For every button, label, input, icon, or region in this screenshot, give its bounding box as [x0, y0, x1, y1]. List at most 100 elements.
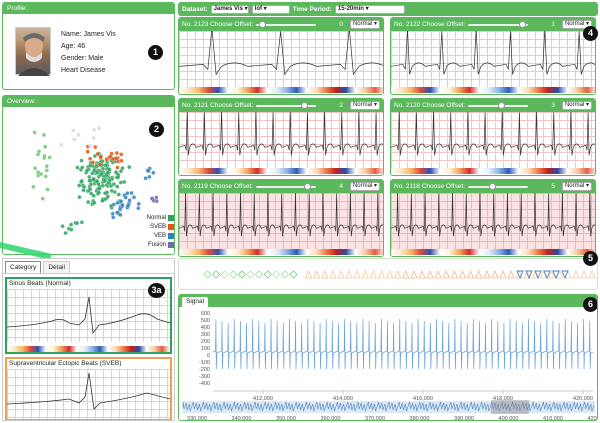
scatter-point[interactable] — [120, 202, 125, 208]
scatter-point[interactable] — [118, 199, 124, 204]
scatter-point[interactable] — [47, 155, 52, 160]
triangle-shape[interactable] — [434, 269, 442, 279]
scatter-point[interactable] — [151, 198, 156, 203]
scatter-point[interactable] — [68, 222, 74, 227]
scatter-point[interactable] — [115, 184, 120, 189]
beat-type-select[interactable]: Normal ▾ — [349, 101, 380, 110]
slider-knob[interactable] — [301, 101, 309, 109]
scatter-point[interactable] — [107, 178, 112, 183]
scatter-point[interactable] — [108, 154, 113, 159]
scatter-point[interactable] — [115, 210, 120, 215]
scatter-point[interactable] — [74, 220, 80, 226]
scatter-point[interactable] — [113, 170, 119, 175]
dataset-select[interactable]: James Vis ▾ — [210, 4, 249, 14]
ecg-card[interactable]: No. 2118 Choose Offset: 5 Normal ▾ — [390, 179, 596, 257]
beat-type-select[interactable]: Normal ▾ — [349, 20, 380, 29]
triangle-shape[interactable] — [337, 269, 345, 279]
scatter-point[interactable] — [87, 156, 93, 161]
diamond-shape[interactable] — [289, 270, 298, 279]
slider-knob[interactable] — [497, 101, 505, 109]
beat-type-select[interactable]: Normal ▾ — [561, 20, 592, 29]
offset-slider[interactable] — [256, 101, 317, 109]
inverted-triangle-shape[interactable] — [516, 270, 524, 280]
scatter-point[interactable] — [87, 178, 92, 183]
scatter-point[interactable] — [120, 166, 125, 171]
triangle-shape[interactable] — [377, 269, 386, 279]
beat-shape-sequence[interactable] — [179, 259, 600, 289]
diamond-shape[interactable] — [246, 270, 255, 279]
scatter-point[interactable] — [44, 168, 49, 173]
beat-type-select[interactable]: Normal ▾ — [561, 182, 592, 191]
scatter-point[interactable] — [104, 157, 109, 162]
diamond-shape[interactable] — [280, 270, 290, 279]
triangle-shape[interactable] — [466, 269, 475, 279]
scatter-point[interactable] — [110, 156, 116, 162]
triangle-shape[interactable] — [499, 269, 507, 279]
scatter-point[interactable] — [90, 160, 96, 165]
scatter-point[interactable] — [125, 191, 130, 196]
ecg-card[interactable]: No. 2123 Choose Offset: 0 Normal ▾ — [178, 17, 384, 95]
triangle-shape[interactable] — [321, 269, 329, 279]
scatter-point[interactable] — [116, 192, 121, 197]
scatter-point[interactable] — [94, 164, 99, 169]
triangle-shape[interactable] — [539, 269, 548, 279]
scatter-point[interactable] — [32, 166, 38, 171]
offset-slider[interactable] — [256, 20, 317, 28]
scatter-point[interactable] — [91, 193, 96, 198]
scatter-point[interactable] — [102, 178, 108, 183]
scatter-point[interactable] — [31, 184, 36, 189]
scatter-point[interactable] — [115, 200, 120, 206]
triangle-shape[interactable] — [491, 269, 499, 279]
scatter-point[interactable] — [102, 191, 108, 196]
scatter-point[interactable] — [44, 163, 49, 169]
scatter-point[interactable] — [96, 190, 102, 195]
scatter-point[interactable] — [99, 172, 104, 177]
scatter-point[interactable] — [80, 165, 85, 170]
offset-slider[interactable] — [468, 101, 529, 109]
scatter-point[interactable] — [100, 183, 106, 188]
scatter-point[interactable] — [100, 198, 105, 203]
scatter-point[interactable] — [103, 163, 108, 168]
triangle-shape[interactable] — [580, 269, 588, 279]
triangle-shape[interactable] — [361, 269, 369, 279]
diamond-shape[interactable] — [211, 270, 221, 279]
beat-type-select[interactable]: Normal ▾ — [561, 101, 592, 110]
scatter-point[interactable] — [87, 186, 93, 192]
scatter-point[interactable] — [85, 149, 90, 154]
scatter-point[interactable] — [77, 183, 82, 188]
scatter-point[interactable] — [119, 152, 124, 157]
scatter-point[interactable] — [146, 168, 151, 174]
slider-knob[interactable] — [489, 182, 497, 190]
offset-slider[interactable] — [255, 182, 316, 190]
triangle-shape[interactable] — [450, 269, 459, 279]
tab-detail[interactable]: Detail — [43, 261, 70, 273]
time-period-select[interactable]: 15-20min ▾ — [334, 4, 405, 14]
category-card-normal[interactable]: Sinus Beats (Normal) — [5, 277, 172, 354]
scatter-point[interactable] — [119, 158, 124, 163]
scatter-point[interactable] — [92, 127, 97, 133]
offset-slider[interactable] — [468, 20, 529, 28]
category-card-sveb[interactable]: Supraventricular Ectopic Beats (SVEB) — [5, 357, 172, 420]
scatter-point[interactable] — [88, 163, 93, 168]
scatter-point[interactable] — [111, 182, 117, 187]
scatter-point[interactable] — [98, 154, 103, 160]
scatter-point[interactable] — [136, 201, 141, 207]
triangle-shape[interactable] — [426, 269, 434, 279]
scatter-point[interactable] — [36, 149, 42, 154]
scatter-point[interactable] — [32, 130, 37, 135]
slider-knob[interactable] — [259, 20, 267, 28]
scatter-point[interactable] — [79, 158, 84, 163]
triangle-shape[interactable] — [353, 269, 361, 279]
scatter-point[interactable] — [95, 169, 100, 175]
tab-category[interactable]: Category — [5, 261, 42, 273]
triangle-shape[interactable] — [304, 269, 313, 279]
scatter-point[interactable] — [125, 203, 131, 208]
scatter-point[interactable] — [40, 196, 45, 201]
scatter-point[interactable] — [131, 195, 137, 200]
inverted-triangle-shape[interactable] — [543, 270, 551, 280]
triangle-shape[interactable] — [313, 269, 321, 279]
triangle-shape[interactable] — [402, 269, 410, 279]
scatter-point[interactable] — [72, 137, 77, 142]
triangle-shape[interactable] — [515, 269, 523, 279]
